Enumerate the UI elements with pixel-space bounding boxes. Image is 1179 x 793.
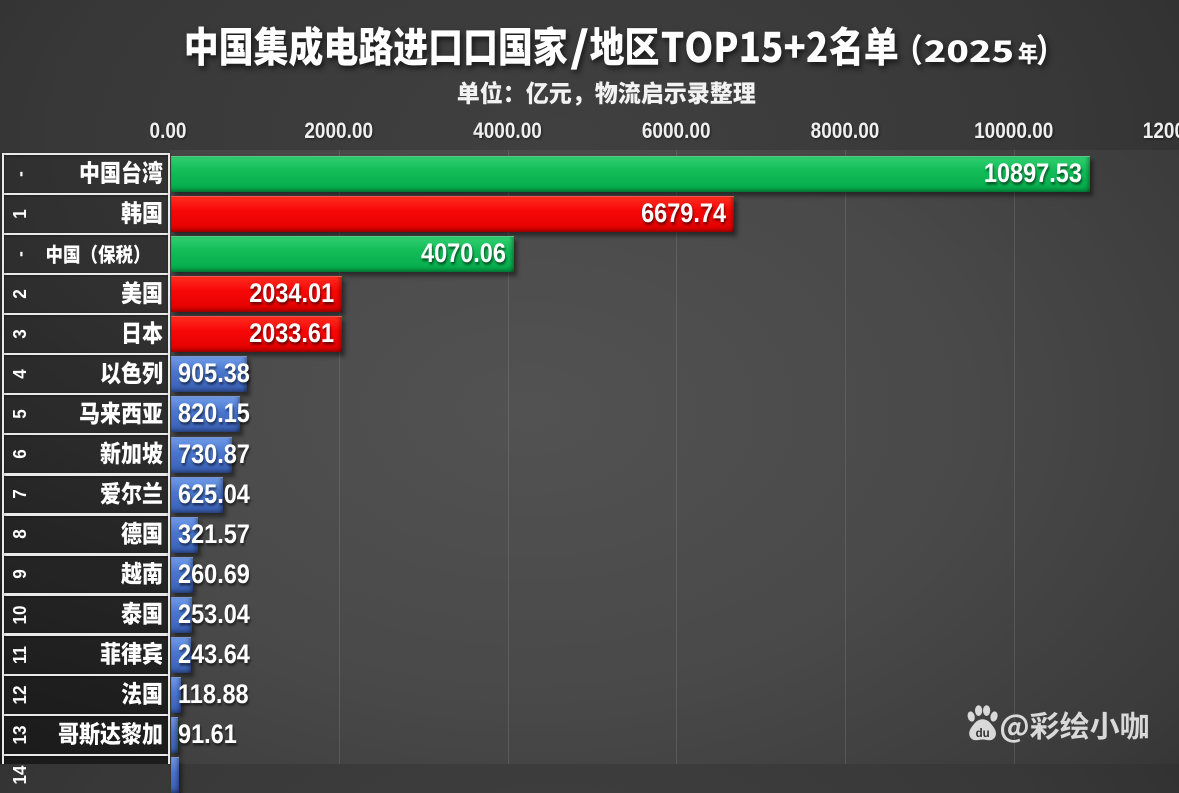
svg-text:du: du bbox=[976, 728, 990, 740]
